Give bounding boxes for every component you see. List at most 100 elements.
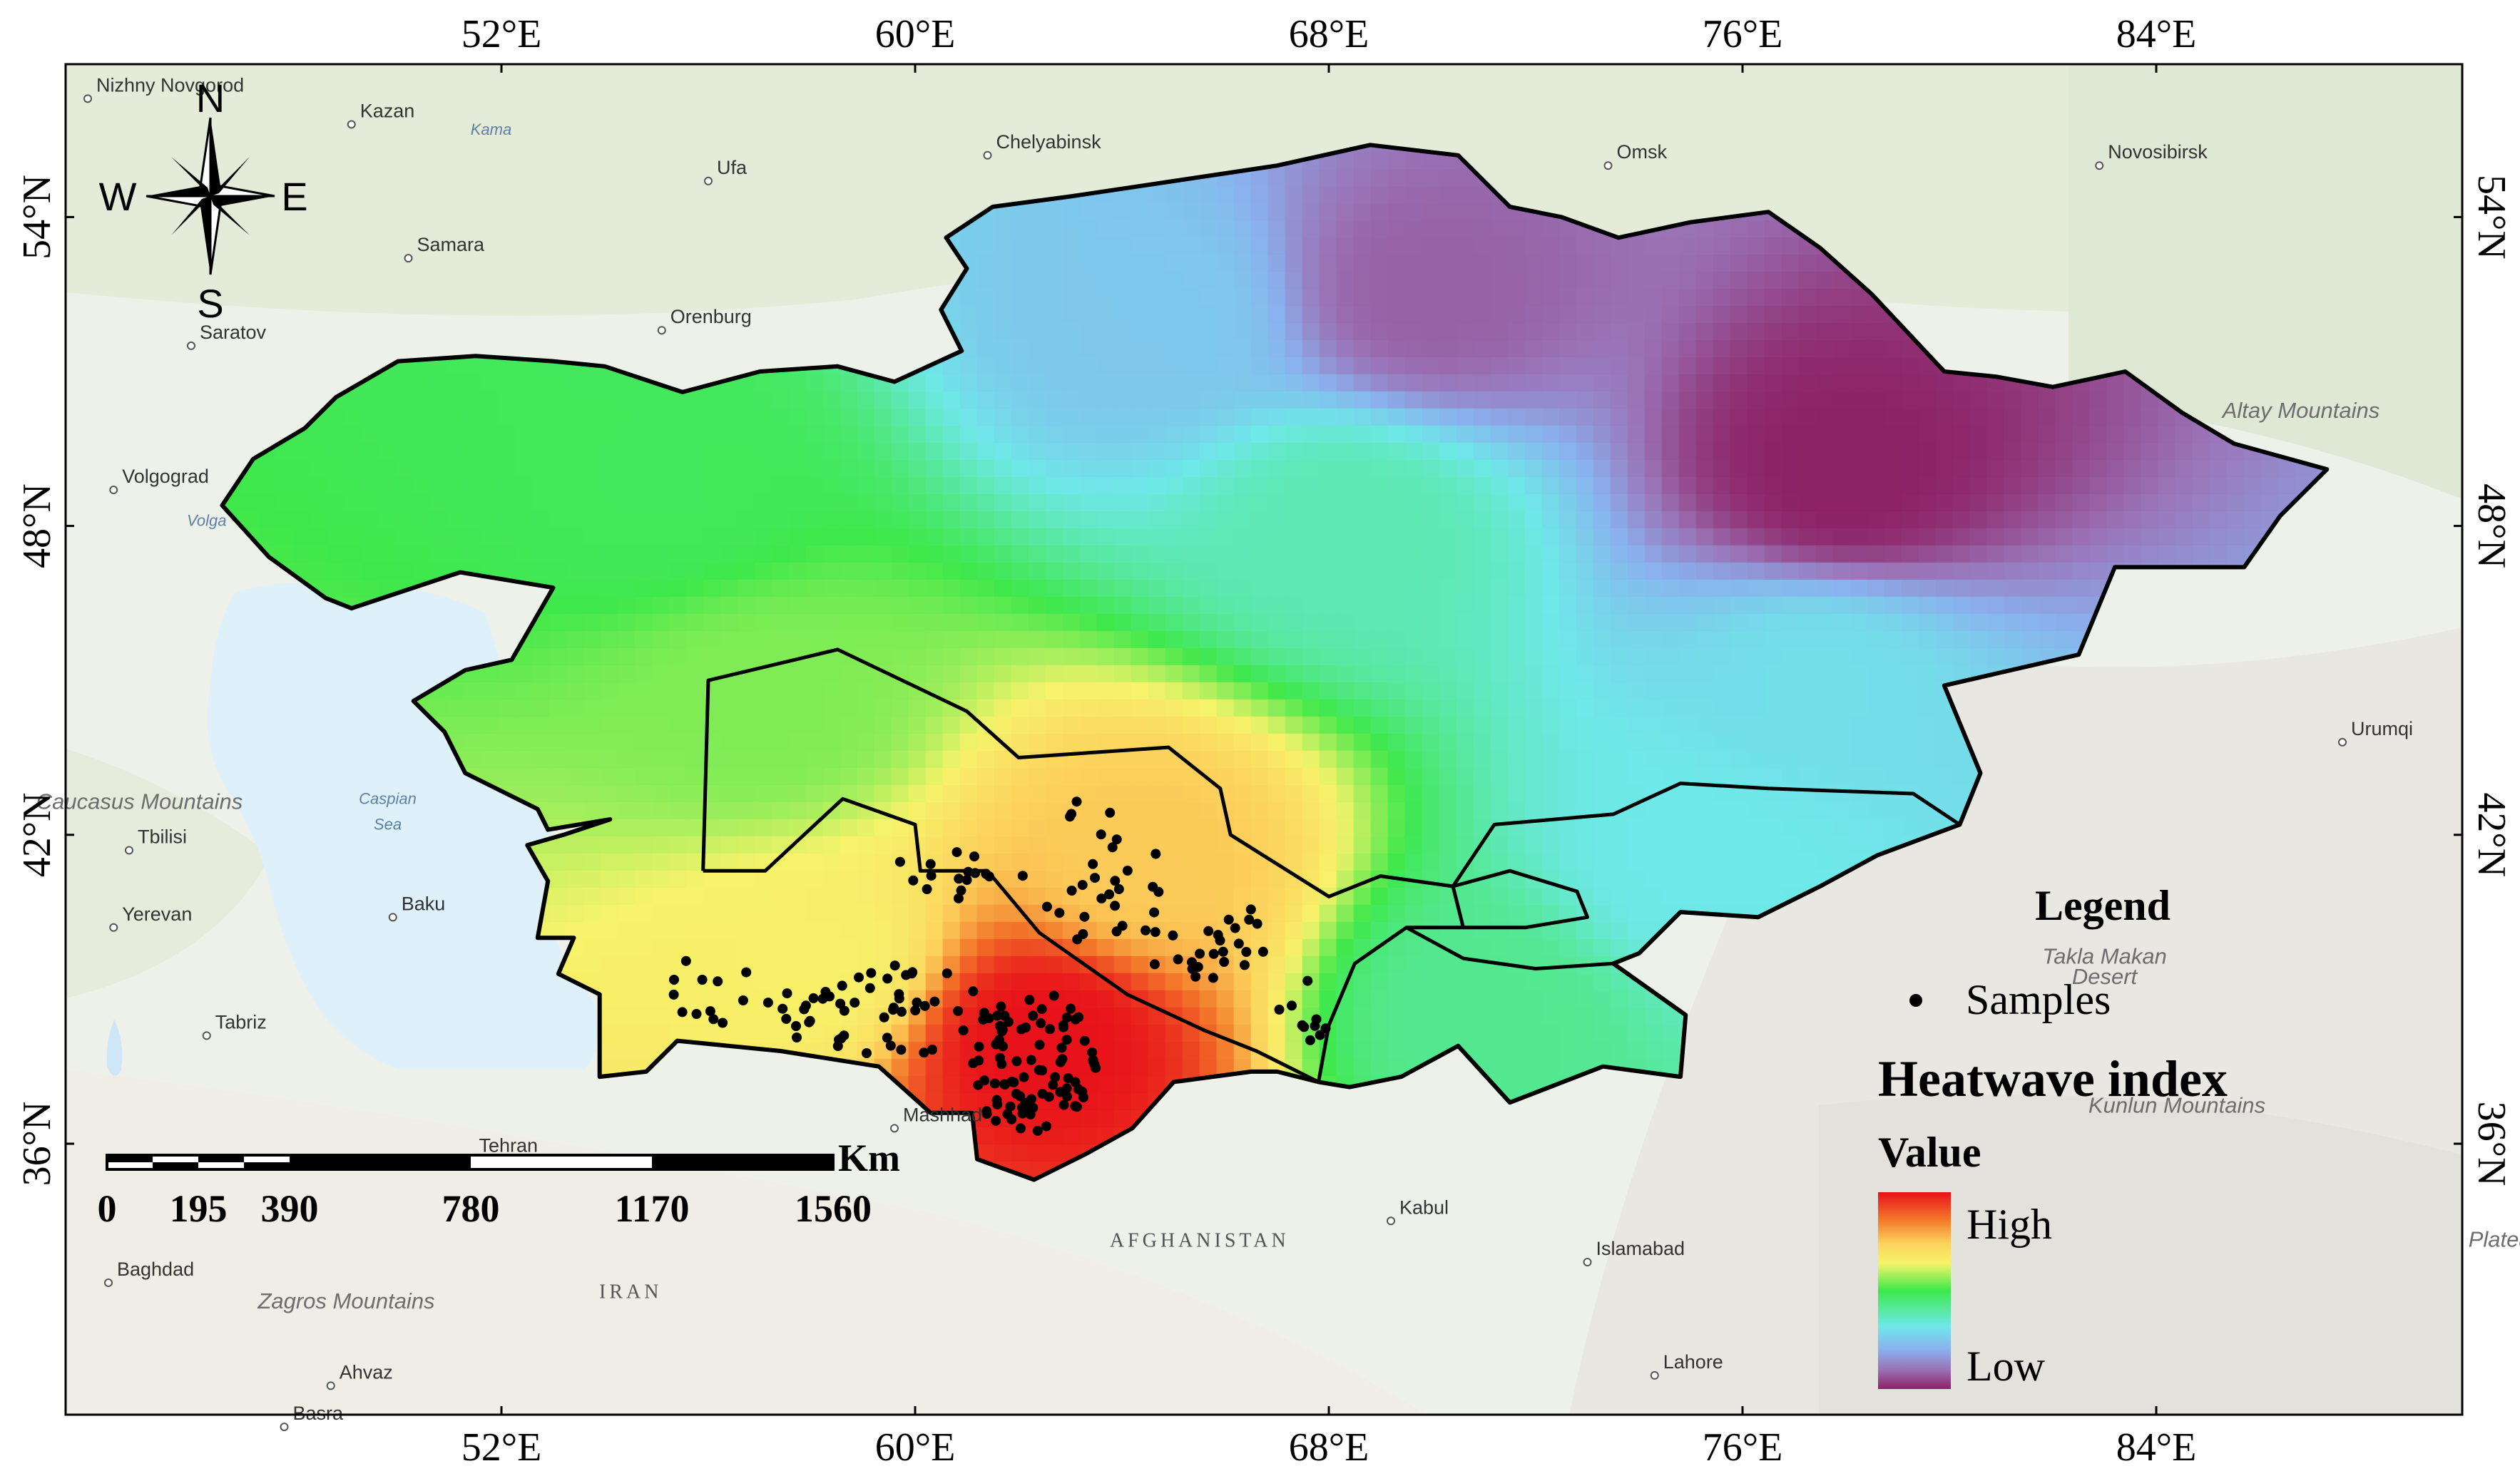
region-label: Zagros Mountains	[257, 1288, 434, 1313]
sample-point	[1016, 1123, 1026, 1133]
sample-point	[1315, 1030, 1325, 1040]
sample-point	[1066, 1004, 1076, 1014]
sample-point	[1024, 995, 1034, 1005]
sample-point	[1096, 829, 1106, 839]
sample-point	[678, 1007, 688, 1017]
city-name: Omsk	[1617, 141, 1668, 163]
lon-tick-bottom: 68°E	[1289, 1425, 1369, 1470]
sample-point	[1059, 1100, 1069, 1110]
sample-point	[1042, 902, 1052, 912]
sample-point	[959, 1025, 969, 1035]
city-name: Tehran	[479, 1135, 539, 1157]
scale-label-4: 1170	[614, 1187, 689, 1230]
lat-tick-right: 36°N	[2469, 1102, 2514, 1187]
sample-point	[1037, 1004, 1047, 1014]
sample-point	[927, 871, 937, 881]
sample-point	[996, 1002, 1006, 1012]
sample-point	[994, 1035, 1004, 1045]
sample-point	[1079, 912, 1089, 922]
sample-point	[1173, 954, 1183, 964]
sample-point	[1141, 926, 1151, 936]
sample-point	[1000, 1080, 1010, 1090]
sample-point	[1168, 931, 1178, 941]
sample-point	[886, 1041, 896, 1051]
sample-point	[1033, 1126, 1043, 1136]
lon-tick-top: 84°E	[2116, 12, 2197, 56]
sample-point	[1054, 908, 1064, 918]
sample-point	[919, 1047, 929, 1057]
sample-point	[1149, 908, 1159, 918]
sample-point	[1088, 859, 1098, 869]
sample-point	[713, 976, 723, 986]
sample-point	[782, 988, 792, 998]
city-name: Tbilisi	[138, 826, 187, 847]
sample-point	[1028, 1011, 1038, 1021]
sample-point	[1312, 1015, 1322, 1025]
sample-point	[1045, 1024, 1055, 1034]
sample-point	[738, 995, 748, 1005]
sample-point	[1087, 1047, 1097, 1057]
sample-point	[1009, 1077, 1019, 1087]
samples-marker	[1909, 994, 1922, 1007]
legend-value-label: Value	[1878, 1129, 1981, 1176]
sample-point	[781, 1014, 791, 1024]
sample-point	[1195, 949, 1205, 959]
sample-point	[974, 1055, 984, 1065]
city-name: Urumqi	[2351, 718, 2413, 739]
sample-point	[1148, 882, 1158, 892]
sample-point	[888, 1005, 898, 1015]
legend-index-title: Heatwave index	[1878, 1050, 2228, 1107]
sample-point	[1150, 959, 1160, 969]
sample-point	[692, 1009, 702, 1019]
sample-point	[1035, 1040, 1045, 1050]
sample-point	[1011, 1056, 1021, 1066]
sample-point	[942, 968, 952, 978]
lon-tick-top: 76°E	[1703, 12, 1783, 56]
sample-point	[1036, 1018, 1046, 1028]
sample-point	[1208, 973, 1218, 983]
city-name: Mashhad	[903, 1104, 982, 1125]
sample-point	[763, 998, 773, 1008]
sample-point	[1151, 927, 1160, 937]
sample-point	[990, 1079, 1000, 1089]
sample-point	[1110, 876, 1120, 886]
lon-tick-bottom: 84°E	[2116, 1425, 2197, 1470]
sample-point	[1112, 926, 1122, 936]
country-label: IRAN	[599, 1281, 662, 1303]
sample-point	[792, 1032, 802, 1042]
sample-point	[1246, 904, 1256, 914]
lat-tick-left: 42°N	[15, 792, 59, 877]
sample-point	[1078, 1092, 1088, 1102]
sample-point	[1241, 947, 1251, 957]
sample-point	[879, 1013, 889, 1023]
sample-point	[978, 1015, 988, 1025]
sample-point	[1104, 889, 1114, 899]
sample-point	[1105, 808, 1115, 818]
sample-point	[834, 1035, 844, 1045]
sample-point	[1258, 947, 1268, 957]
city-name: Orenburg	[670, 306, 752, 327]
sample-point	[991, 1116, 1001, 1126]
sample-point	[1041, 1122, 1051, 1132]
sample-point	[1253, 919, 1262, 929]
sample-point	[1080, 1036, 1090, 1046]
scale-unit: Km	[838, 1137, 900, 1179]
sample-point	[1219, 957, 1229, 967]
lat-tick-left: 54°N	[15, 175, 59, 260]
region-label: Plateau of	[2469, 1226, 2520, 1251]
sample-point	[910, 1005, 920, 1015]
lon-tick-bottom: 60°E	[875, 1425, 956, 1470]
sample-point	[1017, 1102, 1027, 1112]
sample-point	[1224, 915, 1234, 925]
sample-point	[809, 993, 819, 1003]
sample-point	[1213, 930, 1223, 940]
sample-point	[1218, 947, 1228, 957]
water-label: Caspian	[359, 789, 417, 807]
sample-point	[1302, 976, 1312, 986]
sample-point	[1188, 964, 1198, 974]
compass-w-label: W	[99, 174, 137, 219]
city-name: Islamabad	[1596, 1238, 1685, 1259]
country-label: AFGHANISTAN	[1110, 1229, 1290, 1251]
compass-n-label: N	[196, 76, 225, 121]
compass-s-label: S	[197, 281, 223, 326]
